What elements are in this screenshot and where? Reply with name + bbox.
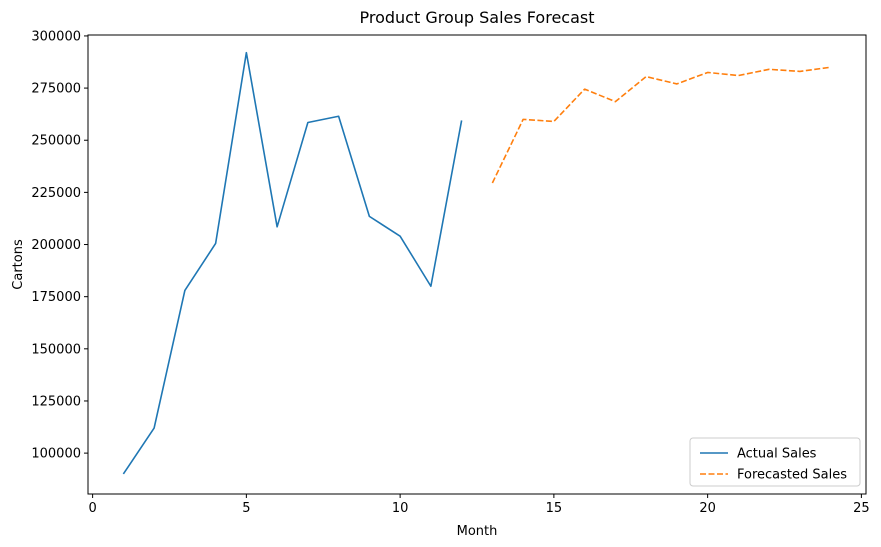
legend-label-actual-sales: Actual Sales (737, 447, 817, 462)
y-tick-label: 200000 (31, 238, 81, 253)
y-tick-label: 175000 (31, 290, 81, 305)
y-tick-label: 225000 (31, 186, 81, 201)
x-tick-label: 25 (853, 501, 870, 516)
chart-title: Product Group Sales Forecast (359, 8, 594, 27)
y-tick-label: 150000 (31, 342, 81, 357)
x-tick-label: 5 (242, 501, 250, 516)
y-tick-label: 300000 (31, 29, 81, 44)
x-tick-label: 0 (88, 501, 96, 516)
x-tick-label: 10 (392, 501, 409, 516)
plot-frame (87, 34, 867, 495)
x-tick-label: 20 (699, 501, 716, 516)
x-tick-label: 15 (546, 501, 563, 516)
y-tick-label: 275000 (31, 82, 81, 97)
x-axis-title: Month (457, 524, 498, 539)
y-tick-label: 125000 (31, 394, 81, 409)
y-tick-label: 250000 (31, 134, 81, 149)
series-line-actual-sales (122, 51, 463, 475)
legend: Actual Sales Forecasted Sales (689, 437, 861, 487)
y-axis-title: Cartons (11, 239, 26, 290)
y-tick-label: 100000 (31, 447, 81, 462)
plot-area: 0 5 10 15 20 25 100000 125000 150000 175000 200000… (31, 29, 869, 516)
series-line-forecasted-sales (491, 66, 831, 184)
legend-box (689, 437, 861, 487)
legend-label-forecasted-sales: Forecasted Sales (737, 468, 847, 483)
